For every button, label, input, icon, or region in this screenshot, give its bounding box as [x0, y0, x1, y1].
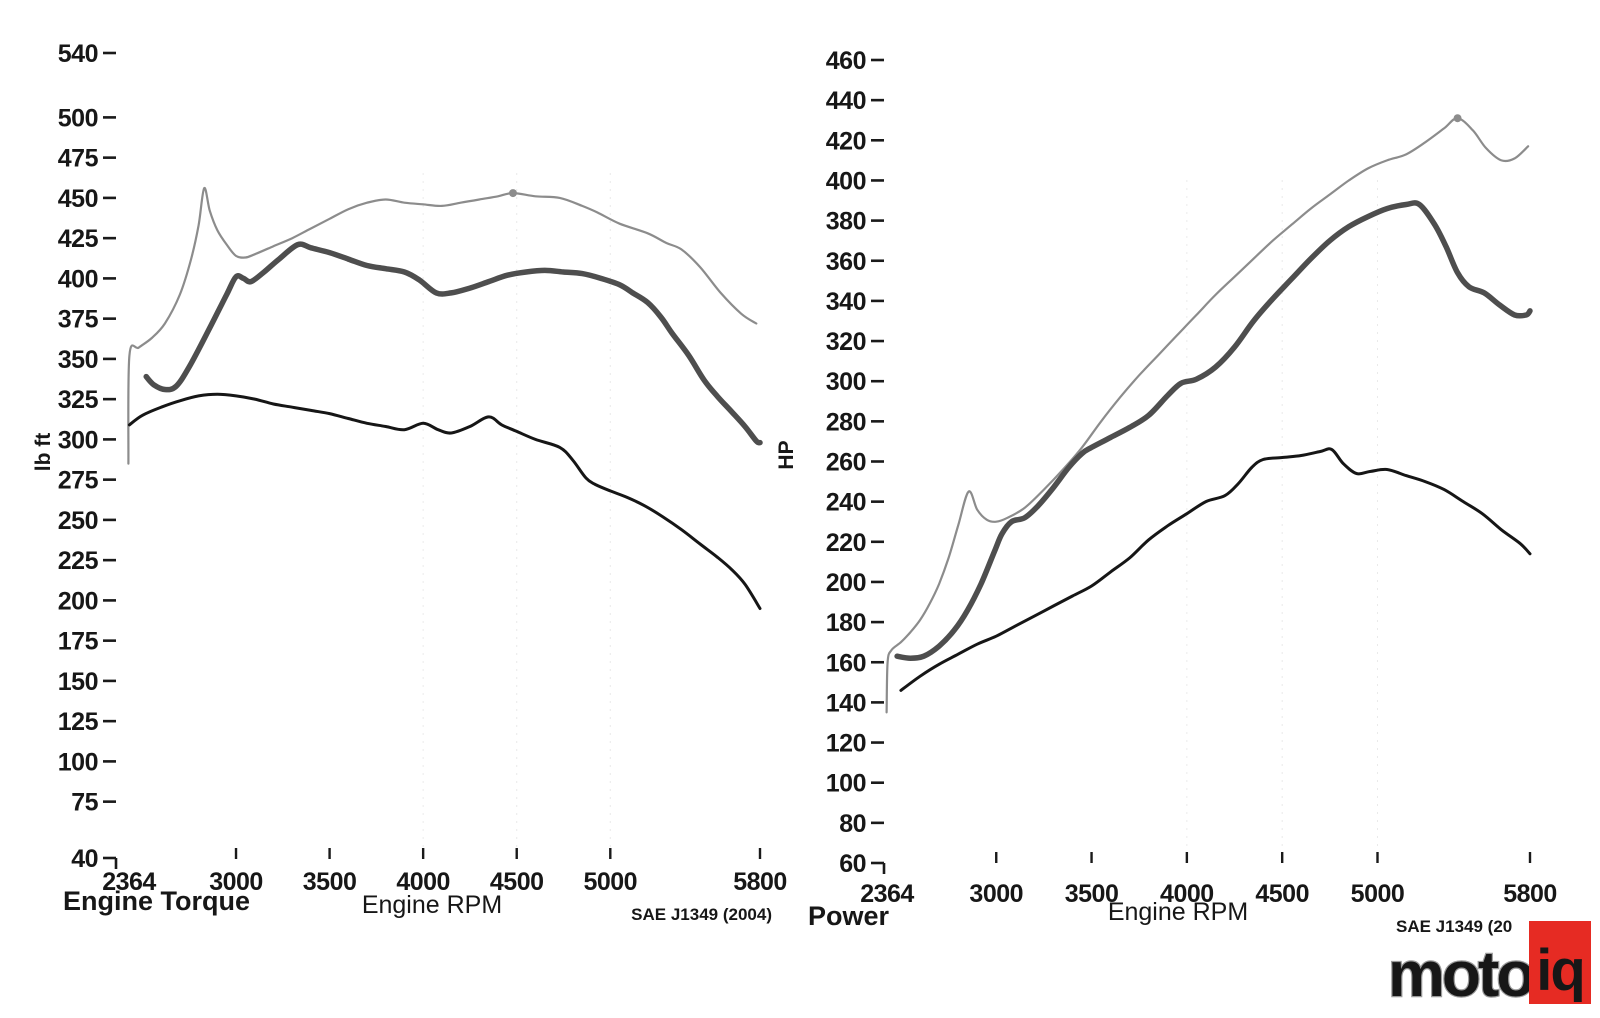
- torque-y-tick-label: 475: [58, 145, 99, 173]
- torque-corner-title: Engine Torque: [63, 886, 250, 916]
- power-y-tick-label: 380: [826, 208, 866, 236]
- power-x-tick-label: 5000: [1351, 880, 1405, 908]
- torque-curve-marker: [508, 189, 517, 198]
- power-x-tick-label: 3000: [969, 880, 1023, 908]
- power-y-tick-label: 220: [826, 529, 866, 557]
- torque-x-tick-label: 5000: [583, 868, 637, 896]
- power-y-tick-label: 360: [826, 248, 866, 276]
- power-y-tick-label: 420: [826, 127, 866, 155]
- power-x-tick-label: 5800: [1503, 880, 1557, 908]
- torque-y-tick-label: 300: [58, 426, 98, 454]
- torque-curve-dark: [127, 392, 762, 610]
- torque-x-tick-label: 4500: [490, 868, 544, 896]
- motoiq-logo-moto-text: moto: [1388, 938, 1533, 1010]
- torque-y-tick-label: 100: [58, 748, 98, 776]
- torque-x-tick-label: 3500: [303, 868, 357, 896]
- torque-y-tick-label: 425: [58, 225, 99, 253]
- power-y-tick-label: 320: [826, 328, 866, 356]
- power-curve-marker: [1453, 114, 1462, 123]
- torque-curve-light: [127, 187, 758, 465]
- power-y-tick-label: 120: [826, 730, 866, 758]
- power-y-tick-label: 340: [826, 288, 866, 316]
- power-y-tick-label: 460: [826, 47, 866, 75]
- motoiq-logo-red-square: [1529, 921, 1591, 1004]
- power-x-axis-title: Engine RPM: [1108, 898, 1248, 926]
- power-y-tick-label: 140: [826, 689, 866, 717]
- torque-x-tick-label: 3000: [209, 868, 263, 896]
- torque-y-tick-label: 350: [58, 346, 98, 374]
- torque-y-tick-label: 125: [58, 708, 99, 736]
- power-y-tick-label: 200: [826, 569, 866, 597]
- power-y-tick-label: 160: [826, 649, 866, 677]
- power-y-tick-label: 400: [826, 167, 866, 195]
- torque-x-axis-title: Engine RPM: [362, 891, 502, 919]
- torque-y-tick-label: 250: [58, 507, 98, 535]
- torque-y-axis-title: lb ft: [32, 433, 55, 471]
- torque-y-tick-label: 375: [58, 306, 99, 334]
- power-y-tick-label: 240: [826, 489, 866, 517]
- torque-y-tick-label: 150: [58, 668, 98, 696]
- torque-curve-medium: [143, 241, 763, 446]
- power-y-axis-title: HP: [775, 440, 798, 469]
- power-curve-dark: [899, 447, 1532, 692]
- power-y-tick-label: 180: [826, 609, 866, 637]
- power-y-tick-label: 60: [839, 850, 866, 878]
- power-corner-title: Power: [808, 901, 890, 931]
- torque-y-tick-label: 325: [58, 386, 99, 414]
- power-y-tick-label: 300: [826, 368, 866, 396]
- torque-y-tick-label: 175: [58, 628, 99, 656]
- torque-y-tick-label: 400: [58, 265, 98, 293]
- power-x-tick-label: 3500: [1065, 880, 1119, 908]
- power-sae-footnote: SAE J1349 (20: [1396, 917, 1512, 936]
- power-curve-medium: [894, 200, 1533, 661]
- power-x-tick-label: 2364: [860, 880, 914, 908]
- power-x-tick-label: 4000: [1160, 880, 1214, 908]
- torque-y-tick-label: 500: [58, 104, 98, 132]
- power-y-tick-label: 280: [826, 408, 866, 436]
- torque-y-tick-label: 200: [58, 587, 98, 615]
- torque-y-tick-label: 225: [58, 547, 99, 575]
- power-curve-light: [885, 117, 1530, 714]
- power-y-tick-label: 440: [826, 87, 866, 115]
- torque-y-tick-label: 75: [71, 789, 98, 817]
- torque-x-tick-label: 4000: [396, 868, 450, 896]
- power-y-tick-label: 260: [826, 449, 866, 477]
- torque-y-tick-label: 540: [58, 40, 98, 68]
- torque-x-tick-label: 5800: [733, 868, 787, 896]
- torque-y-tick-label: 275: [58, 467, 99, 495]
- torque-sae-footnote: SAE J1349 (2004): [631, 905, 772, 924]
- motoiq-logo-iq-text: iq: [1536, 938, 1584, 1003]
- torque-y-tick-label: 450: [58, 185, 98, 213]
- power-x-tick-label: 4500: [1255, 880, 1309, 908]
- power-y-tick-label: 80: [839, 810, 866, 838]
- power-y-tick-label: 100: [826, 770, 866, 798]
- torque-x-tick-label: 2364: [102, 868, 156, 896]
- torque-y-tick-label: 40: [71, 845, 98, 873]
